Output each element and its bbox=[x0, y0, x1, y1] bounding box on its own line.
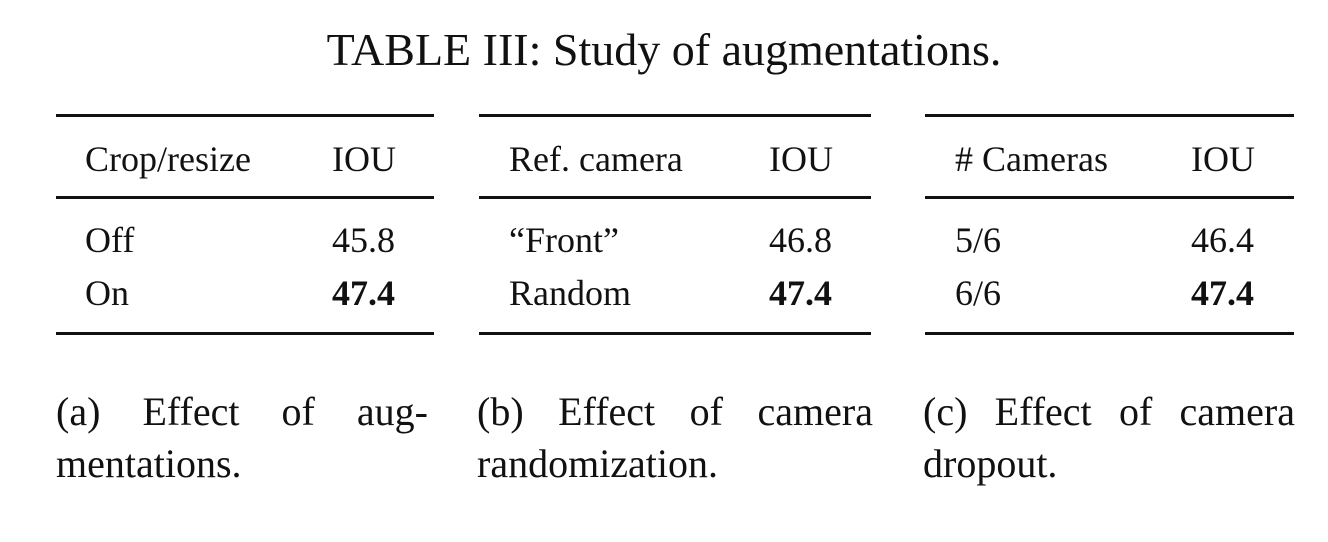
row-label-front: “Front” bbox=[509, 220, 619, 260]
subtable-camera-randomization: Ref. camera IOU “Front” 46.8 Random 47.4 bbox=[479, 114, 871, 335]
top-rule bbox=[925, 114, 1294, 117]
row-label-random: Random bbox=[509, 273, 631, 313]
row-value-random-best: 47.4 bbox=[769, 273, 832, 313]
row-value-on-best: 47.4 bbox=[332, 273, 395, 313]
subcaption-b: (b) Effect of camera randomization. bbox=[477, 386, 873, 490]
mid-rule bbox=[56, 196, 434, 199]
row-label-5-of-6: 5/6 bbox=[955, 220, 1002, 260]
header-iou: IOU bbox=[332, 139, 396, 179]
mid-rule bbox=[925, 196, 1294, 199]
bottom-rule bbox=[56, 332, 434, 335]
header-iou: IOU bbox=[769, 139, 833, 179]
top-rule bbox=[479, 114, 871, 117]
header-crop-resize: Crop/resize bbox=[85, 139, 251, 179]
mid-rule bbox=[479, 196, 871, 199]
subcaption-a: (a) Effect of aug- mentations. bbox=[56, 386, 428, 490]
subcaption-c-line-2: dropout. bbox=[923, 441, 1058, 486]
row-value-6-of-6-best: 47.4 bbox=[1191, 273, 1254, 313]
subcaption-c: (c) Effect of camera dropout. bbox=[923, 386, 1295, 490]
header-ref-camera: Ref. camera bbox=[509, 139, 683, 179]
subcaption-a-line-2: mentations. bbox=[56, 441, 242, 486]
subtable-camera-dropout: # Cameras IOU 5/6 46.4 6/6 47.4 bbox=[925, 114, 1294, 335]
row-label-6-of-6: 6/6 bbox=[955, 273, 1002, 313]
row-value-5-of-6: 46.4 bbox=[1191, 220, 1254, 260]
subtable-augmentations: Crop/resize IOU Off 45.8 On 47.4 bbox=[56, 114, 434, 335]
bottom-rule bbox=[479, 332, 871, 335]
row-label-on: On bbox=[85, 273, 129, 313]
subcaption-c-line-1: (c) Effect of camera bbox=[923, 389, 1295, 434]
row-value-off: 45.8 bbox=[332, 220, 395, 260]
subcaption-b-line-2: randomization. bbox=[477, 441, 719, 486]
row-label-off: Off bbox=[85, 220, 135, 260]
header-iou: IOU bbox=[1191, 139, 1255, 179]
top-rule bbox=[56, 114, 434, 117]
row-value-front: 46.8 bbox=[769, 220, 832, 260]
subcaption-b-line-1: (b) Effect of camera bbox=[477, 389, 873, 434]
table-title: TABLE III: Study of augmentations. bbox=[326, 24, 1002, 75]
bottom-rule bbox=[925, 332, 1294, 335]
subcaption-a-line-1: (a) Effect of aug- bbox=[56, 389, 428, 434]
header-num-cameras: # Cameras bbox=[955, 139, 1108, 179]
